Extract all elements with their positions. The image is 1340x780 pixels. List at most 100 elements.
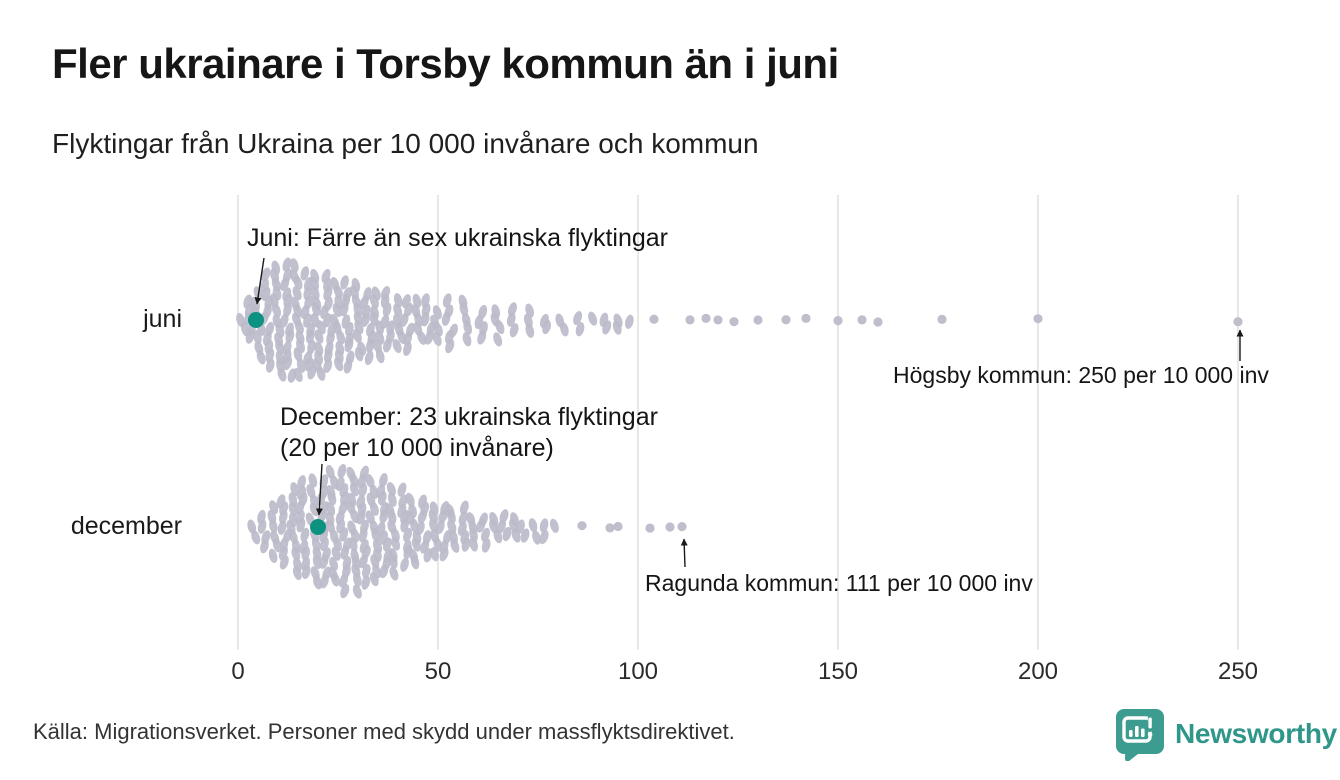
swarm-dot <box>326 485 336 500</box>
swarm-dot <box>354 346 364 362</box>
swarm-dot <box>463 320 473 335</box>
swarm-dot <box>325 464 335 480</box>
swarm-dot <box>575 322 585 337</box>
row-label-juni: juni <box>143 305 182 333</box>
swarm-dot <box>528 518 538 533</box>
swarm-dot <box>365 474 375 489</box>
highlight-dot-december <box>310 519 326 535</box>
swarm-dot <box>458 511 468 526</box>
swarm-dot <box>502 526 512 542</box>
swarm-dot <box>251 530 261 545</box>
outlier-dot <box>605 523 615 533</box>
swarm-dot <box>573 310 583 326</box>
swarm-dot <box>275 340 285 355</box>
swarm-dot <box>338 573 349 588</box>
swarm-dot <box>276 494 286 509</box>
swarm-dot <box>491 304 501 319</box>
annotation-hogsby: Högsby kommun: 250 per 10 000 inv <box>893 362 1269 388</box>
chart-subtitle: Flyktingar från Ukraina per 10 000 invån… <box>52 128 759 159</box>
swarm-dot <box>319 574 329 589</box>
outlier-dot <box>701 313 711 323</box>
swarm-dot <box>458 294 468 309</box>
swarm-dot <box>400 557 409 572</box>
annotation-arrow <box>315 463 323 516</box>
swarm-dot <box>335 476 345 491</box>
swarm-dot <box>508 302 517 317</box>
swarm-dot <box>292 286 302 301</box>
swarm-dot <box>430 547 439 562</box>
swarm-dot <box>379 563 389 579</box>
swarm-dot <box>301 546 311 561</box>
swarm-dot <box>403 341 412 356</box>
swarm-dot <box>343 359 353 374</box>
swarm-dot <box>388 554 398 569</box>
swarm-dot <box>417 330 427 345</box>
outlier-dot <box>613 521 623 532</box>
outlier-dot <box>833 316 843 326</box>
swarm-dot <box>293 347 303 362</box>
gridlines <box>237 195 1239 650</box>
newsworthy-logo[interactable]: Newsworthy <box>1114 707 1337 761</box>
outlier-dot <box>713 315 723 325</box>
swarm-dot <box>321 269 331 284</box>
swarm-dot <box>310 268 320 284</box>
x-tick-label: 150 <box>817 658 859 685</box>
swarm-dot <box>279 313 289 328</box>
swarm-dot <box>316 366 326 381</box>
swarm-dot <box>326 330 335 346</box>
outlier-dot <box>937 314 947 324</box>
swarm-dot <box>289 269 299 284</box>
outlier-dot <box>1033 314 1043 324</box>
swarm-dot <box>398 494 408 509</box>
swarm-dot <box>369 484 379 499</box>
swarm-dot <box>435 520 445 535</box>
swarm-dot <box>539 518 549 533</box>
x-tick-label: 250 <box>1217 658 1259 685</box>
swarm-dot <box>480 527 490 542</box>
swarm-dot <box>411 537 421 552</box>
annotation-december: December: 23 ukrainska flyktingar (20 pe… <box>280 402 658 464</box>
swarm-dot <box>510 512 519 527</box>
swarm-dot <box>312 296 322 311</box>
annotation-december-line1: December: 23 ukrainska flyktingar <box>280 403 658 431</box>
swarm-dot <box>351 277 361 293</box>
swarm-dot <box>243 294 253 309</box>
swarm-dot <box>516 519 525 534</box>
swarm-dot <box>331 546 341 561</box>
swarm-dot <box>461 537 471 552</box>
swarm-dot <box>323 358 333 373</box>
swarm-dot <box>509 323 519 338</box>
swarm-dot <box>410 554 420 570</box>
swarm-dot <box>439 547 449 562</box>
swarm-dot <box>625 314 634 329</box>
swarm-dot <box>326 501 336 517</box>
swarm-dot <box>549 518 559 533</box>
swarm-dot <box>459 500 469 515</box>
swarm-dot <box>313 575 322 590</box>
swarm-dot <box>260 539 269 554</box>
swarm-dot <box>272 538 282 553</box>
swarm-dot <box>271 260 281 275</box>
swarm-dot <box>412 293 422 309</box>
outlier-dot <box>665 522 675 532</box>
swarm-dot <box>612 320 622 335</box>
swarm-dot <box>401 294 411 309</box>
annotation-juni: Juni: Färre än sex ukrainska flyktingar <box>247 224 669 252</box>
swarm-dot <box>319 554 329 569</box>
swarm-dot <box>306 484 316 499</box>
swarm-dot <box>247 519 257 534</box>
swarm-dot <box>346 466 356 481</box>
swarm-dot <box>340 584 350 599</box>
swarm-dot <box>290 258 299 273</box>
swarm-dot <box>386 482 396 497</box>
swarm-dot <box>312 554 322 570</box>
swarm-dot <box>297 475 307 490</box>
swarm-dot <box>432 305 442 320</box>
swarm-dot <box>342 287 352 302</box>
swarm-dot <box>336 330 346 345</box>
swarm-dot <box>337 464 347 479</box>
swarm-dot <box>477 330 487 345</box>
outlier-dot <box>753 315 763 325</box>
swarm-dot <box>385 503 395 518</box>
